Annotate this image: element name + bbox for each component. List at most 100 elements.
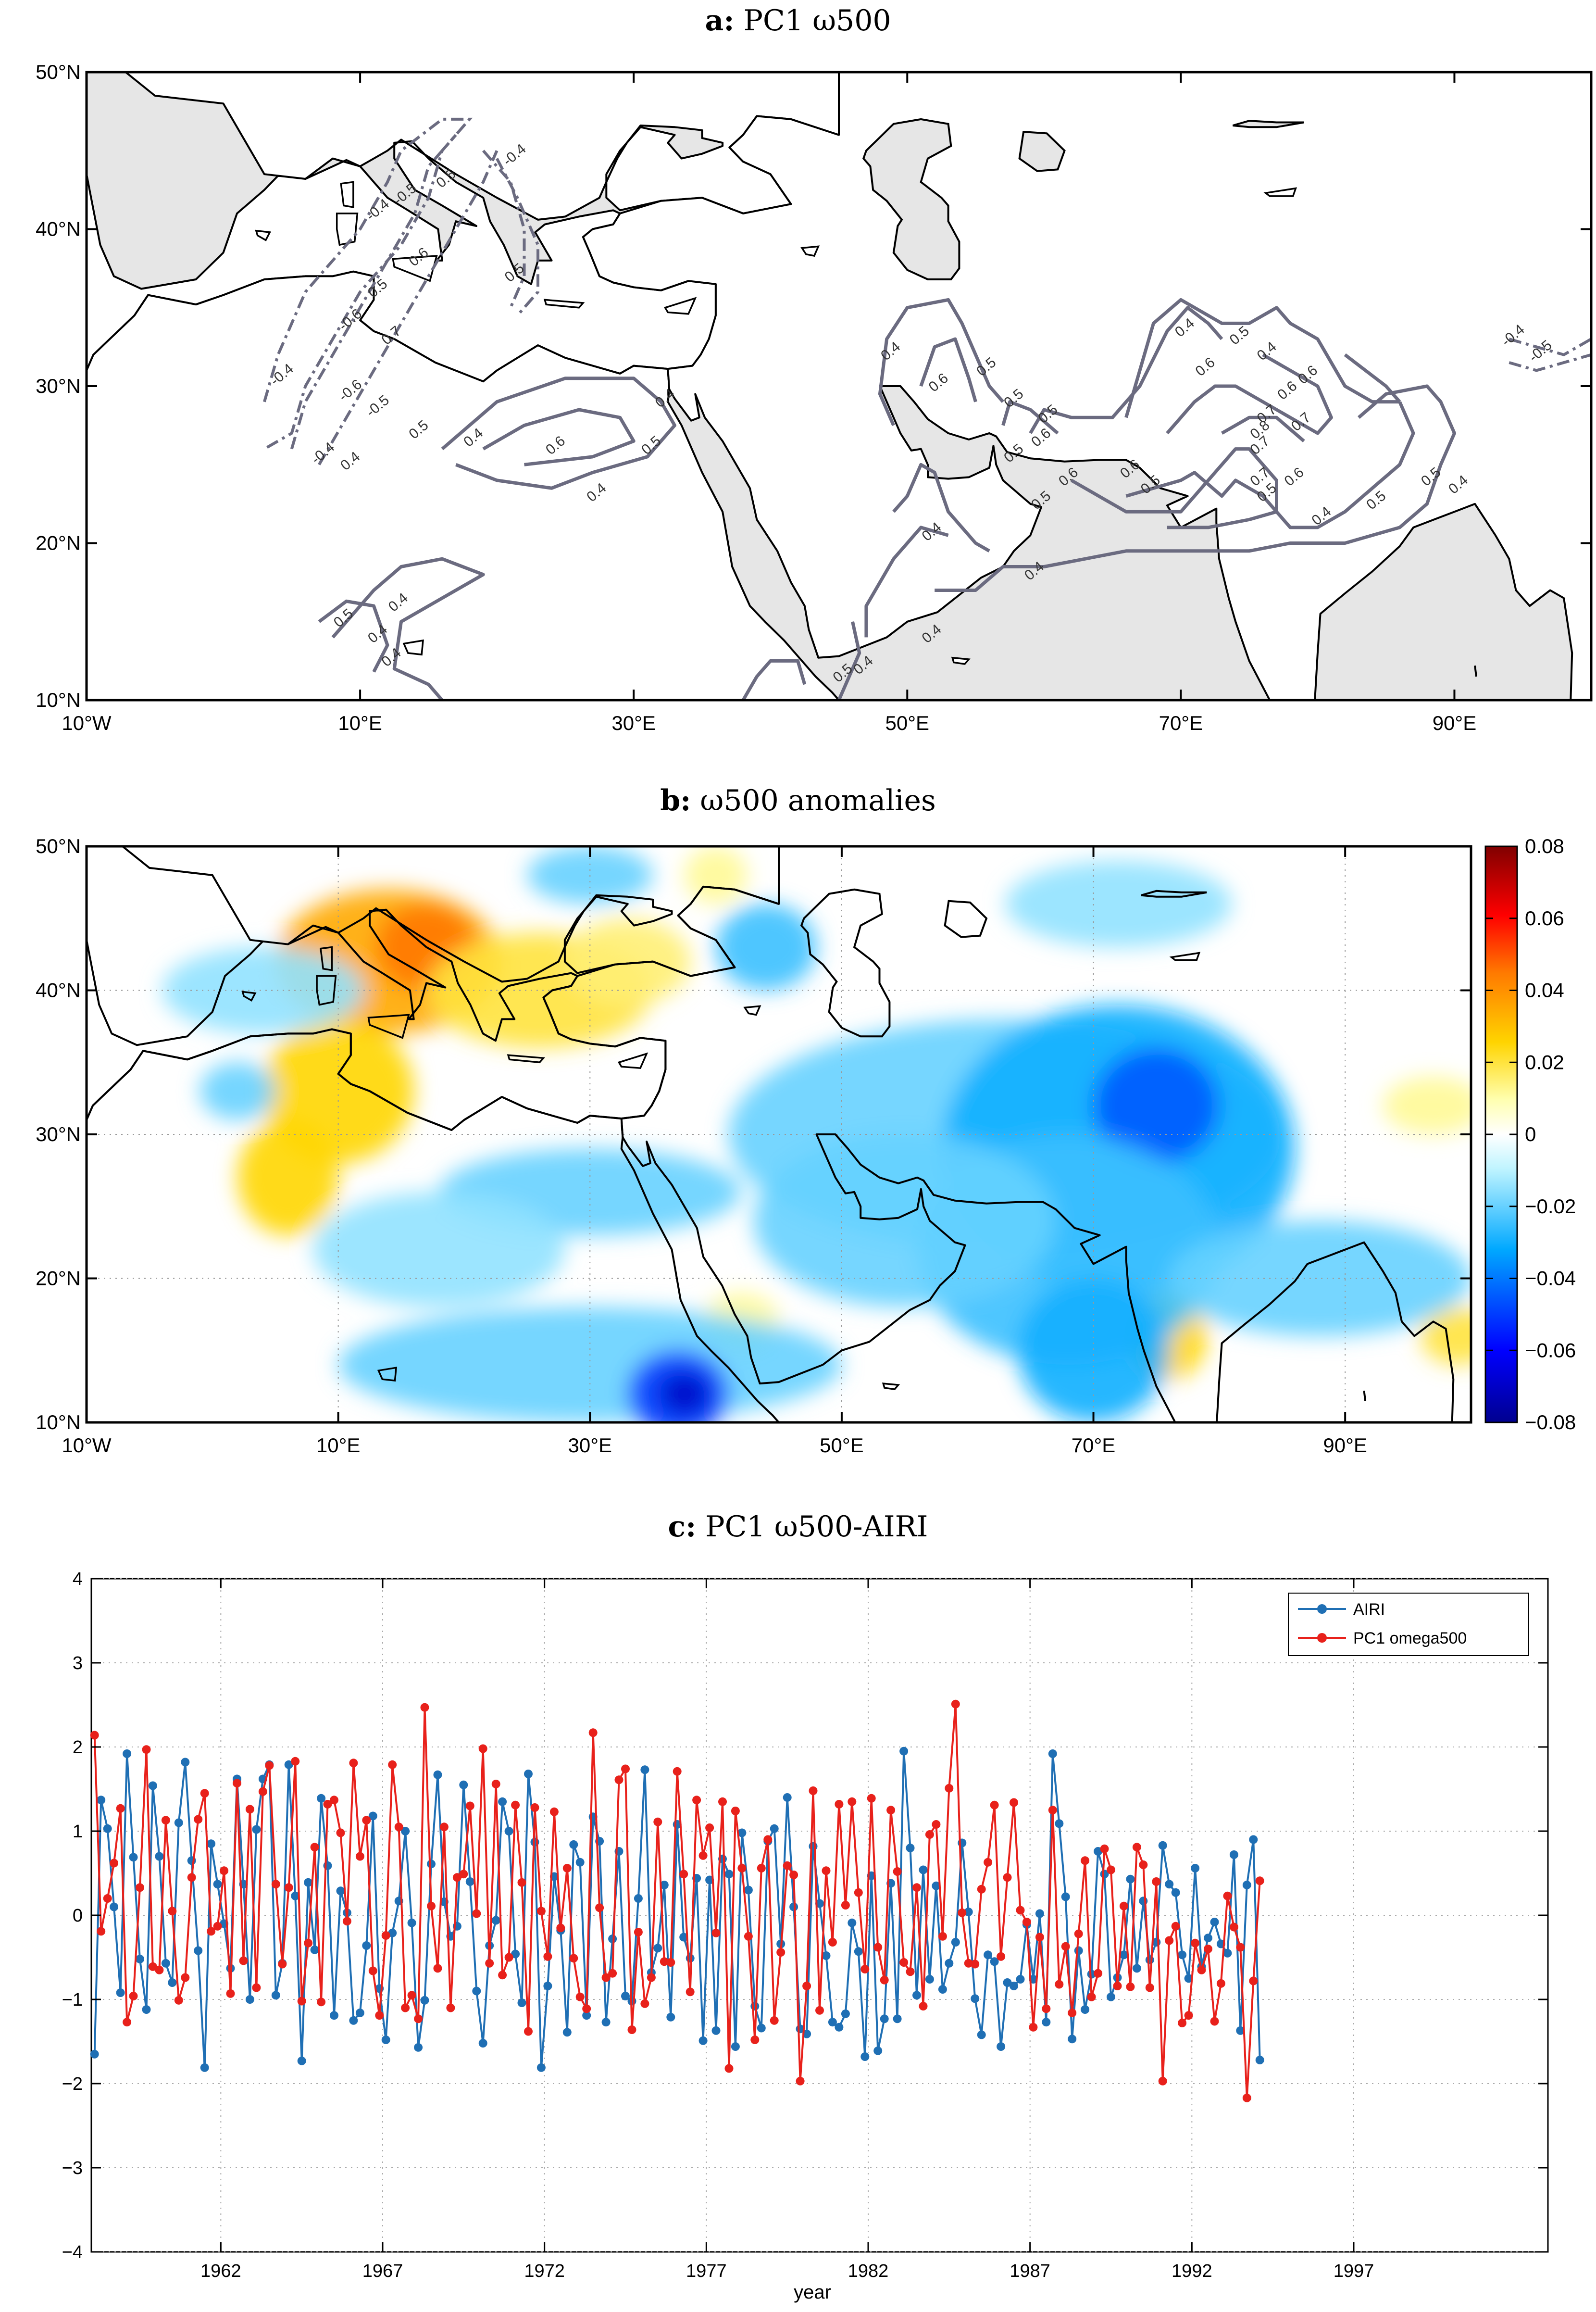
data-point-pc1-omega500: [336, 1828, 345, 1837]
data-point-pc1-omega500: [899, 1958, 909, 1967]
data-point-airi: [1223, 1948, 1232, 1958]
data-point-airi: [1016, 1975, 1025, 1984]
data-point-pc1-omega500: [938, 1932, 947, 1941]
data-point-airi: [686, 1954, 695, 1963]
data-point-pc1-omega500: [1145, 1983, 1154, 1992]
data-point-pc1-omega500: [511, 1800, 520, 1809]
data-point-pc1-omega500: [815, 2006, 824, 2015]
anomaly-region: [1383, 1077, 1471, 1134]
island-sicily: [367, 1014, 410, 1039]
data-point-airi: [990, 1957, 999, 1966]
data-point-pc1-omega500: [543, 1952, 552, 1961]
y-tick-label: 0: [73, 1906, 83, 1926]
data-point-airi: [155, 1852, 164, 1861]
contour-tibet-dash-2: [1509, 353, 1591, 372]
data-point-pc1-omega500: [446, 2003, 455, 2012]
colorbar-tick-label: −0.08: [1525, 1411, 1576, 1433]
data-point-airi: [181, 1758, 190, 1767]
data-point-pc1-omega500: [1113, 1982, 1122, 1990]
y-tick-label: 50°N: [36, 61, 81, 83]
anomaly-region: [527, 846, 653, 904]
data-point-pc1-omega500: [835, 1800, 844, 1809]
panel-c-title: c: PC1 ω500-AIRI: [0, 1510, 1596, 1544]
data-point-airi: [362, 1941, 371, 1950]
data-point-pc1-omega500: [1003, 1873, 1012, 1882]
data-point-pc1-omega500: [401, 2003, 410, 2012]
contour-west-africa-dash-3: [318, 150, 499, 465]
colorbar-tick-label: −0.06: [1525, 1339, 1576, 1361]
island-sardinia: [316, 975, 337, 1006]
data-point-pc1-omega500: [504, 1953, 513, 1962]
aral-sea: [1018, 130, 1066, 172]
data-point-pc1-omega500: [103, 1894, 112, 1903]
x-tick-label: 30°E: [568, 1434, 612, 1457]
island-mallorca: [255, 229, 272, 241]
data-point-airi: [984, 1950, 993, 1960]
island-mallorca: [241, 991, 257, 1002]
data-point-airi: [252, 1825, 261, 1834]
data-point-pc1-omega500: [414, 2014, 423, 2023]
data-point-pc1-omega500: [394, 1822, 403, 1832]
data-point-airi: [504, 1827, 513, 1835]
contour-sahara-south: [331, 557, 485, 700]
panel-c-axes: 1962 1967 1972 1977 1982 1987 1992 1997 4 3 2 1 0 −1 −…: [62, 1569, 1548, 2281]
data-point-pc1-omega500: [1061, 1942, 1070, 1951]
x-tick-label: 10°E: [338, 712, 382, 734]
contour-tibet-dash: [1509, 338, 1591, 356]
data-point-airi: [1242, 1881, 1251, 1889]
y-tick-label: 40°N: [36, 218, 81, 240]
data-point-pc1-omega500: [1107, 1865, 1115, 1874]
data-point-airi: [925, 1975, 934, 1984]
contour-arabia-west-inner: [482, 408, 636, 466]
data-point-airi: [465, 1877, 474, 1886]
y-tick-label: −2: [62, 2074, 83, 2094]
data-point-pc1-omega500: [491, 1780, 500, 1788]
data-point-pc1-omega500: [427, 1901, 436, 1910]
panel-c-title-text: PC1 ω500-AIRI: [705, 1510, 928, 1544]
data-point-airi: [1003, 1978, 1012, 1987]
x-tick-label: 1977: [686, 2261, 727, 2281]
data-point-pc1-omega500: [1152, 1877, 1161, 1886]
y-tick-label: 1: [73, 1822, 83, 1842]
lake-victoria-shape: [1363, 1390, 1367, 1401]
y-tick-label: −1: [62, 1990, 83, 2010]
data-point-airi: [1055, 1819, 1064, 1828]
data-point-pc1-omega500: [123, 2018, 132, 2027]
coast-asia-middle-east: [542, 846, 1471, 1422]
data-point-pc1-omega500: [621, 1764, 630, 1773]
data-point-pc1-omega500: [472, 1909, 481, 1918]
data-point-airi: [129, 1853, 138, 1862]
data-point-pc1-omega500: [1236, 1943, 1245, 1952]
data-point-pc1-omega500: [1119, 1901, 1128, 1910]
panel-b-coastlines: [87, 846, 1471, 1422]
data-point-airi: [724, 1870, 734, 1879]
x-tick-label: 90°E: [1323, 1434, 1367, 1457]
x-tick-label: 1972: [524, 2261, 565, 2281]
anomaly-region: [237, 1120, 338, 1235]
data-point-airi: [731, 2042, 740, 2051]
island-cyprus: [617, 1052, 648, 1069]
data-point-pc1-omega500: [951, 1699, 960, 1709]
data-point-airi: [912, 1991, 921, 2000]
data-point-pc1-omega500: [1132, 1843, 1141, 1852]
island-sicily: [392, 255, 438, 282]
data-point-pc1-omega500: [737, 1864, 747, 1872]
data-point-pc1-omega500: [932, 1820, 941, 1829]
x-tick-label: 1982: [848, 2261, 889, 2281]
legend-pc1-label: PC1 omega500: [1353, 1629, 1467, 1647]
data-point-pc1-omega500: [770, 2016, 779, 2025]
data-point-airi: [271, 1991, 280, 2000]
panel-a-title-letter: a:: [705, 4, 735, 38]
y-tick-label: −3: [62, 2158, 83, 2178]
data-point-pc1-omega500: [945, 1784, 954, 1793]
data-point-pc1-omega500: [433, 1964, 442, 1973]
data-point-airi: [543, 1982, 552, 1990]
data-point-airi: [1165, 1880, 1174, 1889]
y-tick-label: 2: [73, 1737, 83, 1758]
data-point-pc1-omega500: [155, 1965, 164, 1974]
data-point-pc1-omega500: [200, 1789, 209, 1798]
data-point-airi: [1107, 1992, 1115, 2001]
data-point-pc1-omega500: [1249, 1976, 1258, 1985]
data-point-pc1-omega500: [919, 2002, 928, 2010]
data-point-pc1-omega500: [381, 1931, 390, 1940]
